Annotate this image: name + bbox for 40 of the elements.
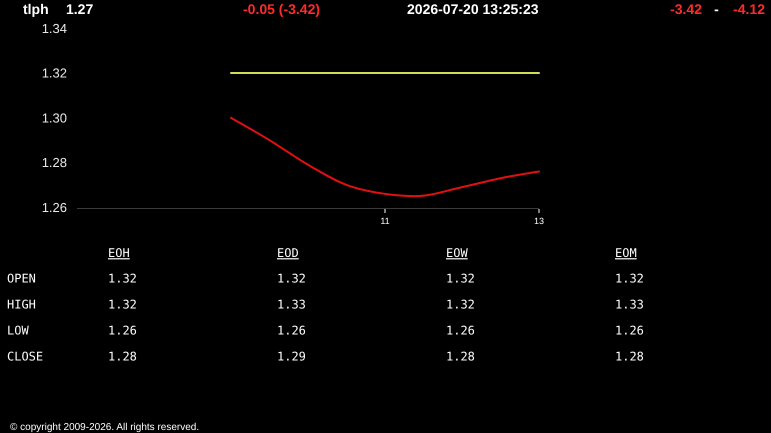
x-tick-label: 13 (534, 216, 544, 226)
chart-title: tlph (23, 1, 49, 17)
text: 1.28 (446, 350, 475, 364)
text: 1.32 (615, 272, 644, 286)
text: -3.42 (670, 1, 702, 17)
category-label: EOW (446, 246, 468, 260)
category-label: HIGH (7, 298, 36, 312)
text: 1.26 (277, 324, 306, 338)
text: 2026-07-20 13:25:23 (407, 1, 539, 17)
category-label: OPEN (7, 272, 36, 286)
text: 1.32 (446, 298, 475, 312)
category-label: EOH (108, 246, 130, 260)
text: 1.27 (66, 1, 94, 17)
text: 1.26 (108, 324, 137, 338)
text: -0.05 (-3.42) (243, 1, 320, 17)
text: 1.28 (615, 350, 644, 364)
text: 1.32 (108, 272, 137, 286)
text: -4.12 (733, 1, 766, 17)
y-tick-label: 1.32 (42, 66, 67, 81)
y-tick-label: 1.28 (42, 155, 67, 170)
text: - (714, 1, 720, 17)
text: 1.32 (277, 272, 306, 286)
category-label: CLOSE (7, 350, 44, 364)
text: © copyright 2009-2026. All rights reserved. (10, 422, 200, 433)
line-series (230, 116, 540, 198)
text: 1.33 (615, 298, 644, 312)
text: 1.32 (108, 298, 137, 312)
text: 1.33 (277, 298, 306, 312)
category-label: EOD (277, 246, 299, 260)
category-label: LOW (7, 324, 29, 338)
text: 1.26 (446, 324, 475, 338)
y-tick-label: 1.30 (42, 110, 67, 126)
y-tick-label: 1.34 (42, 20, 67, 36)
x-tick-label: 11 (380, 216, 390, 226)
text: 1.26 (615, 324, 644, 338)
text: 1.32 (446, 272, 475, 286)
y-tick-label: 1.26 (42, 200, 67, 215)
text: 1.29 (277, 350, 306, 364)
text: 1.28 (108, 350, 137, 364)
category-label: EOM (615, 246, 637, 260)
